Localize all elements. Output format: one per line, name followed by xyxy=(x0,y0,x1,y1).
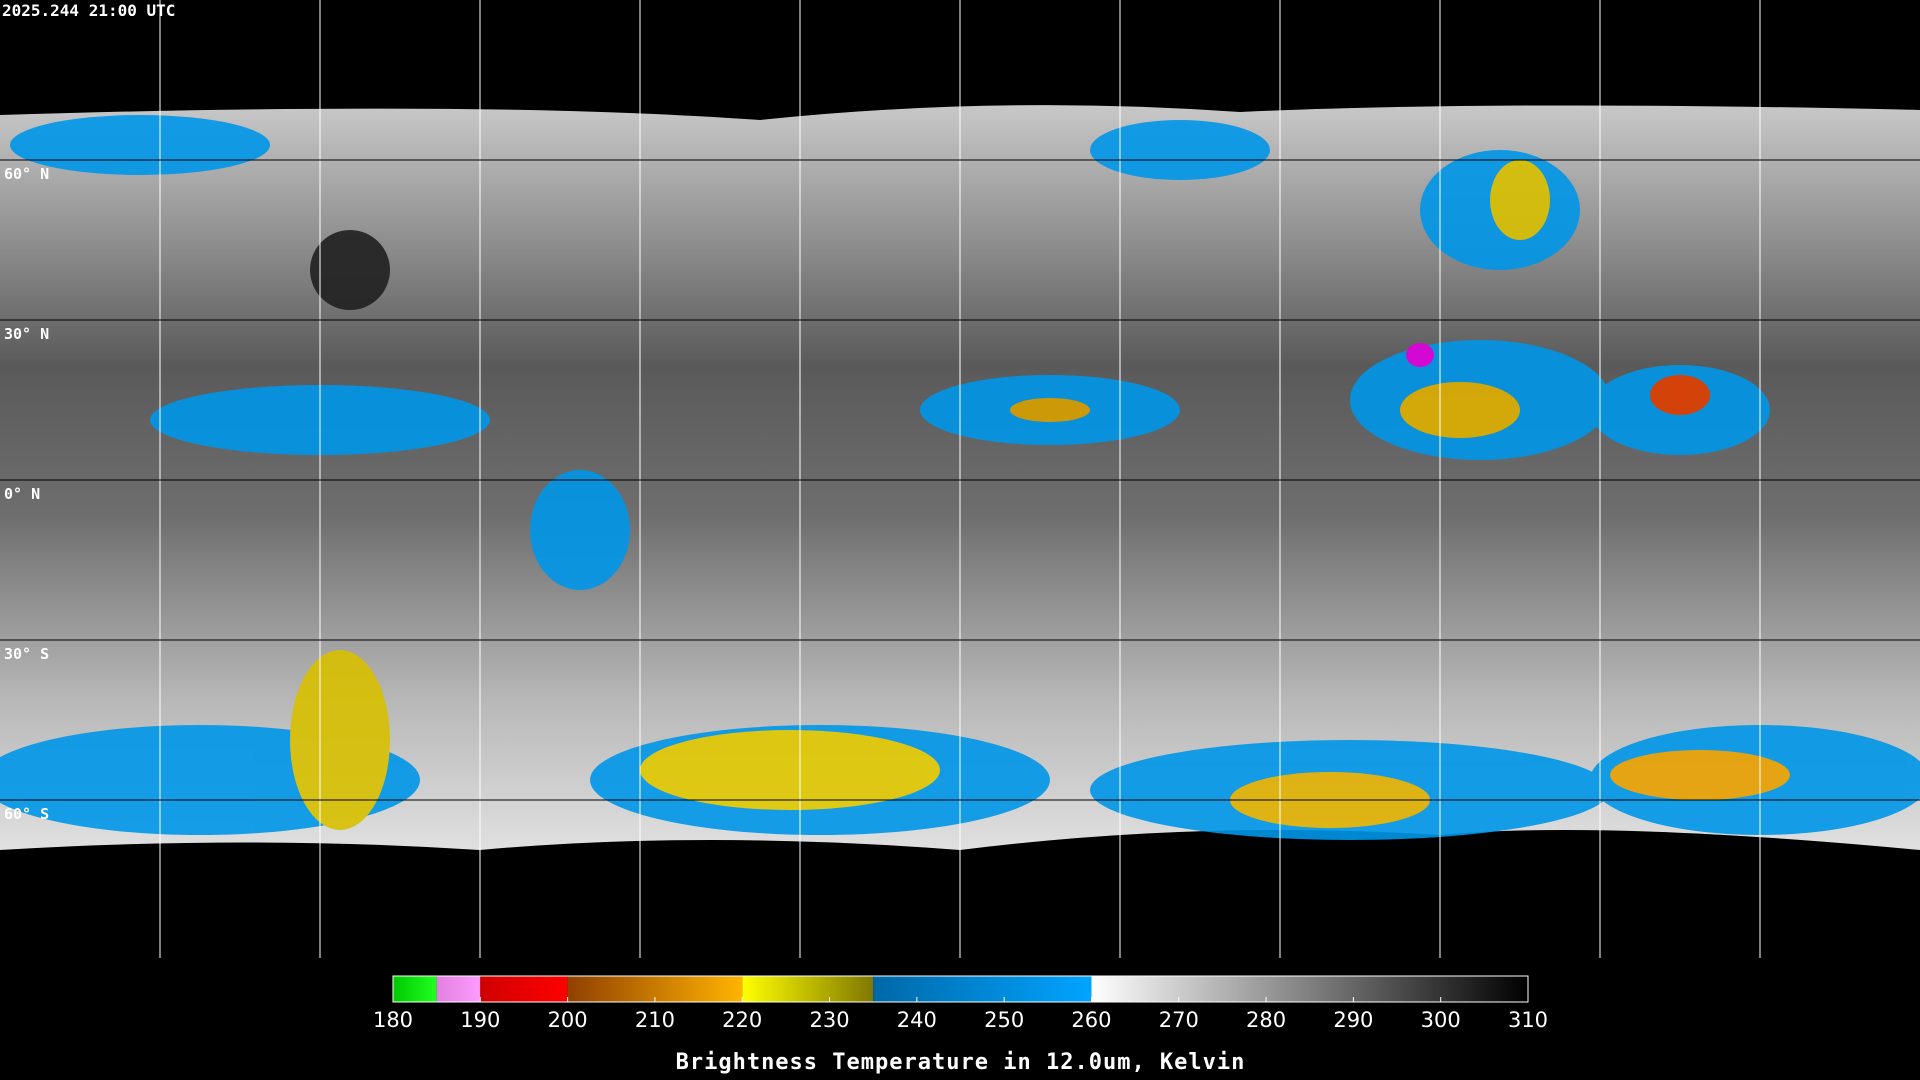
colorbar-frame xyxy=(392,975,1529,1003)
cloud-core xyxy=(1010,398,1090,422)
colorbar-tick-label: 230 xyxy=(809,1008,849,1032)
lat-label: 30° S xyxy=(4,645,49,663)
warm-surface xyxy=(310,230,390,310)
colorbar-tick-label: 220 xyxy=(722,1008,762,1032)
colorbar-tick-label: 200 xyxy=(548,1008,588,1032)
colorbar-segment xyxy=(742,976,874,1002)
colorbar-tick-label: 240 xyxy=(897,1008,937,1032)
timestamp: 2025.244 21:00 UTC xyxy=(2,1,175,20)
colorbar-tick-label: 280 xyxy=(1246,1008,1286,1032)
cloud-core xyxy=(1406,343,1434,367)
lat-label: 0° N xyxy=(4,485,40,503)
cloud-cluster xyxy=(1400,382,1520,438)
colorbar-segment xyxy=(480,976,568,1002)
lat-label: 30° N xyxy=(4,325,49,343)
colorbar-tick-label: 300 xyxy=(1421,1008,1461,1032)
colorbar-segment xyxy=(873,976,1092,1002)
colorbar-segment xyxy=(436,976,481,1002)
cloud-core xyxy=(1610,750,1790,800)
colorbar-tick-label: 310 xyxy=(1508,1008,1548,1032)
cloud-cluster xyxy=(530,470,630,590)
colorbar-tick-label: 250 xyxy=(984,1008,1024,1032)
colorbar-tick-label: 270 xyxy=(1159,1008,1199,1032)
lat-label: 60° N xyxy=(4,165,49,183)
colorbar-tick-label: 180 xyxy=(373,1008,413,1032)
colorbar: 180 190 200 210 220 230 240 250 260 270 280 290 300 3… xyxy=(373,975,1548,1075)
cloud-core xyxy=(1490,160,1550,240)
colorbar-segment xyxy=(393,976,437,1002)
cloud-band xyxy=(1090,120,1270,180)
colorbar-segment xyxy=(1091,976,1528,1002)
colorbar-title: Brightness Temperature in 12.0um, Kelvin xyxy=(676,1050,1246,1075)
cloud-core xyxy=(640,730,940,810)
colorbar-tick-label: 190 xyxy=(460,1008,500,1032)
colorbar-tick-label: 210 xyxy=(635,1008,675,1032)
colorbar-tick-label: 290 xyxy=(1333,1008,1373,1032)
graticule: 60° N 30° N 0° N 30° S 60° S xyxy=(4,0,1761,958)
colorbar-tick-label: 260 xyxy=(1071,1008,1111,1032)
cloud-core xyxy=(290,650,390,830)
cloud-core xyxy=(1650,375,1710,415)
lat-label: 60° S xyxy=(4,805,49,823)
